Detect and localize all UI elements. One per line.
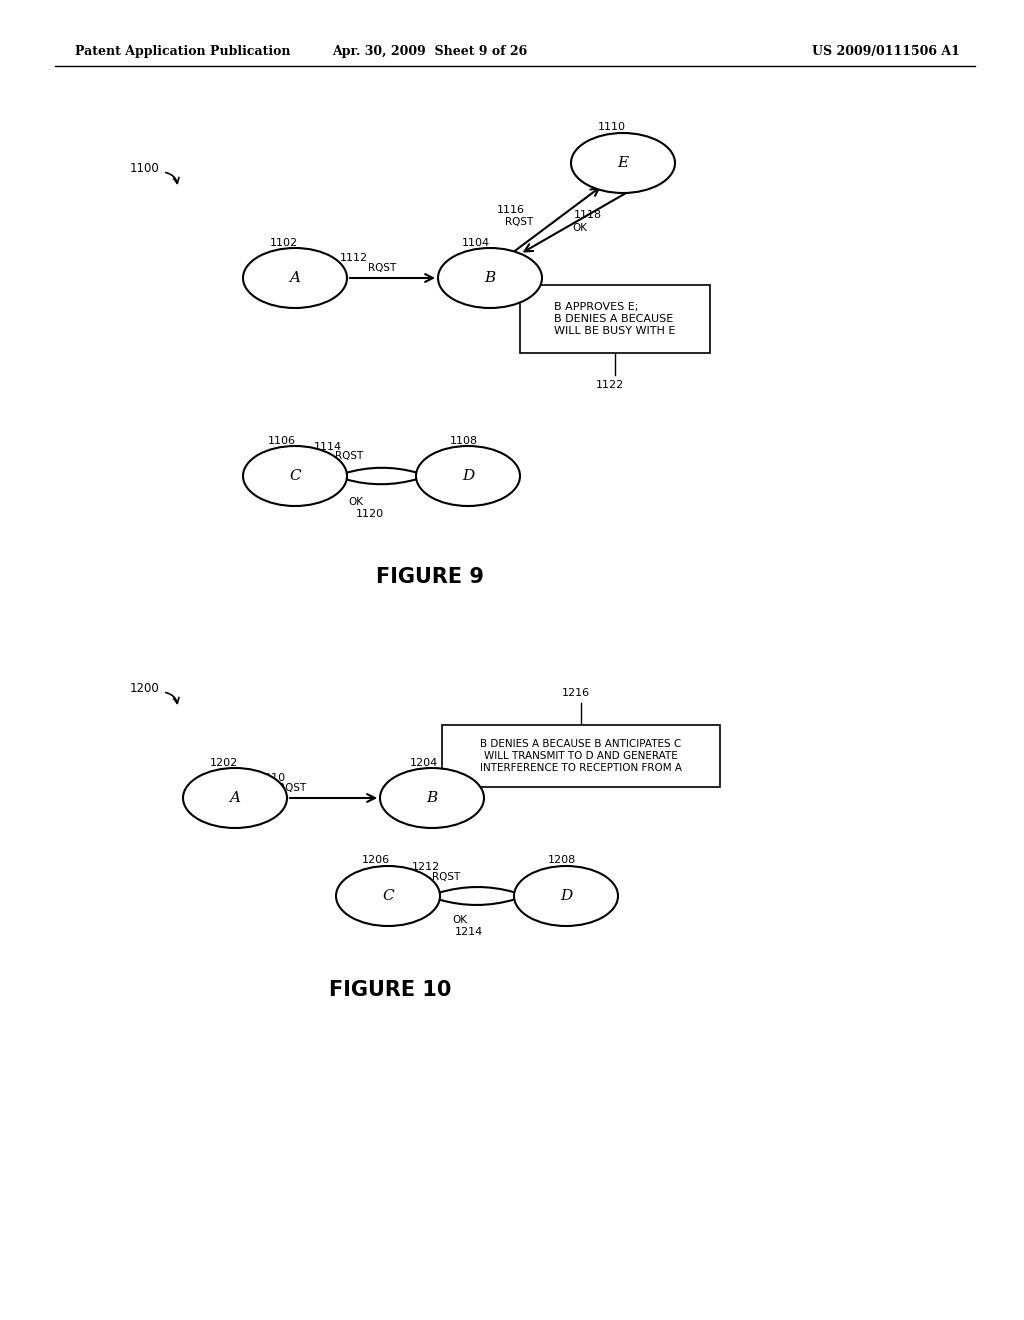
Text: RQST: RQST [335,451,364,461]
Text: 1104: 1104 [462,238,490,248]
Text: 1208: 1208 [548,855,577,865]
Bar [520,285,710,352]
Text: 1114: 1114 [314,442,342,451]
Text: B: B [426,791,437,805]
Text: Patent Application Publication: Patent Application Publication [75,45,291,58]
Text: US 2009/0111506 A1: US 2009/0111506 A1 [812,45,961,58]
Ellipse shape [336,866,440,927]
Text: D: D [560,888,572,903]
Text: RQST: RQST [432,873,460,882]
Ellipse shape [416,446,520,506]
Text: 1100: 1100 [130,161,160,174]
Ellipse shape [243,446,347,506]
Text: FIGURE 9: FIGURE 9 [376,568,484,587]
Text: 1106: 1106 [268,436,296,446]
Text: 1212: 1212 [412,862,440,873]
Text: A: A [290,271,300,285]
Ellipse shape [438,248,542,308]
Text: C: C [289,469,301,483]
Text: C: C [382,888,394,903]
Ellipse shape [514,866,618,927]
Text: A: A [229,791,241,805]
Text: FIGURE 10: FIGURE 10 [329,979,452,1001]
Text: OK: OK [348,498,362,507]
Text: Apr. 30, 2009  Sheet 9 of 26: Apr. 30, 2009 Sheet 9 of 26 [333,45,527,58]
Ellipse shape [183,768,287,828]
Text: OK: OK [572,223,587,234]
Text: 1118: 1118 [574,210,602,220]
Text: 1102: 1102 [270,238,298,248]
Text: 1120: 1120 [356,510,384,519]
Text: D: D [462,469,474,483]
Text: 1214: 1214 [455,927,483,937]
Text: 1122: 1122 [596,380,624,389]
Text: RQST: RQST [278,783,306,793]
Ellipse shape [380,768,484,828]
Text: RQST: RQST [368,263,396,273]
Text: B APPROVES E;
B DENIES A BECAUSE
WILL BE BUSY WITH E: B APPROVES E; B DENIES A BECAUSE WILL BE… [554,302,676,335]
Text: 1200: 1200 [130,681,160,694]
Text: RQST: RQST [505,216,534,227]
Text: E: E [617,156,629,170]
Ellipse shape [571,133,675,193]
Text: 1112: 1112 [340,253,368,263]
Text: 1110: 1110 [598,121,626,132]
Text: OK: OK [452,915,467,925]
Text: B: B [484,271,496,285]
Text: 1216: 1216 [562,688,590,698]
Text: 1202: 1202 [210,758,239,768]
Text: 1204: 1204 [410,758,438,768]
Text: 1206: 1206 [362,855,390,865]
Text: 1210: 1210 [258,774,286,783]
Text: 1116: 1116 [497,205,525,215]
Text: B DENIES A BECAUSE B ANTICIPATES C
WILL TRANSMIT TO D AND GENERATE
INTERFERENCE : B DENIES A BECAUSE B ANTICIPATES C WILL … [480,739,682,772]
Bar [442,725,720,787]
Text: 1108: 1108 [450,436,478,446]
Ellipse shape [243,248,347,308]
